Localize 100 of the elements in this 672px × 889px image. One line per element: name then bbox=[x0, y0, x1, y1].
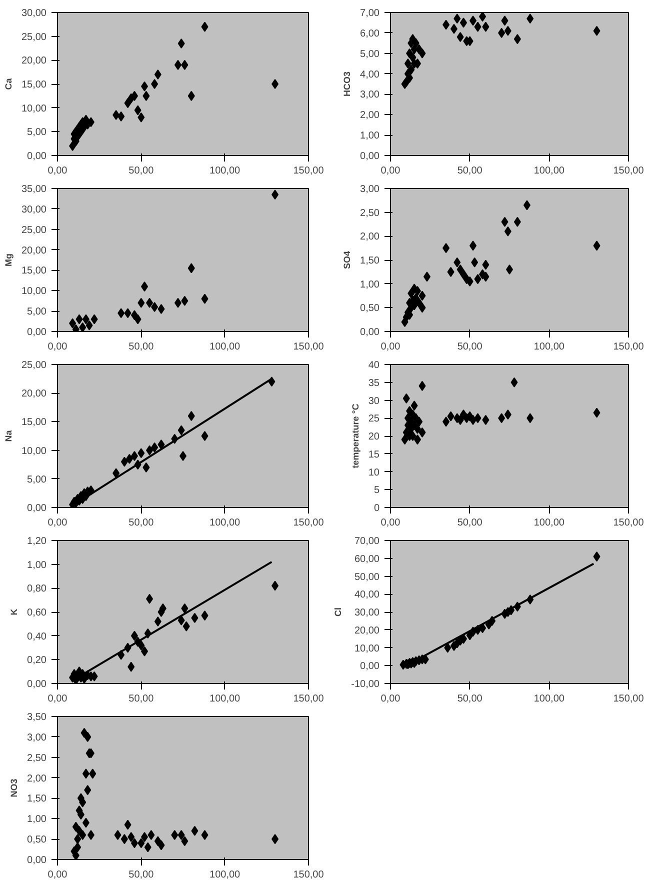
x-tick-label: 50,00 bbox=[457, 342, 483, 352]
y-tick-label: 30,00 bbox=[21, 204, 47, 216]
y-tick-label: 0,00 bbox=[360, 327, 380, 338]
x-tick-label: 50,00 bbox=[128, 518, 154, 528]
y-tick-label: 0,00 bbox=[27, 679, 47, 690]
y-tick-label: 0,00 bbox=[360, 661, 380, 672]
y-tick-label: 40,00 bbox=[354, 590, 380, 601]
x-tick-label: 50,00 bbox=[128, 342, 154, 352]
y-tick-label: 5,00 bbox=[27, 474, 47, 486]
y-tick-label: 1,20 bbox=[27, 536, 47, 547]
y-tick-label: 0,00 bbox=[27, 151, 47, 162]
y-tick-label: 10 bbox=[368, 467, 380, 478]
x-tick-label: 150,00 bbox=[613, 694, 644, 704]
y-tick-label: 20 bbox=[368, 432, 380, 442]
y-axis-title: Na bbox=[3, 429, 14, 442]
x-tick-label: 100,00 bbox=[210, 166, 241, 176]
y-tick-label: 0,50 bbox=[27, 834, 47, 846]
x-tick-label: 50,00 bbox=[457, 518, 483, 528]
y-tick-label: 2,00 bbox=[27, 773, 47, 784]
y-tick-label: 2,50 bbox=[27, 752, 47, 764]
x-tick-label: 50,00 bbox=[457, 694, 483, 704]
y-tick-label: 0,80 bbox=[27, 584, 47, 595]
y-axis-title: Cl bbox=[333, 608, 344, 616]
x-tick-label: 100,00 bbox=[534, 342, 565, 352]
x-tick-label: 100,00 bbox=[534, 518, 565, 528]
y-tick-label: 25,00 bbox=[21, 32, 47, 43]
y-tick-label: 1,00 bbox=[360, 130, 380, 142]
y-axis-title: HCO3 bbox=[342, 71, 352, 96]
y-tick-label: 1,00 bbox=[27, 814, 47, 826]
y-tick-label: 15,00 bbox=[21, 417, 47, 428]
y-tick-label: 20,00 bbox=[21, 56, 47, 67]
y-tick-label: 3,00 bbox=[27, 732, 47, 744]
y-tick-label: 30,00 bbox=[21, 8, 47, 19]
x-tick-label: 100,00 bbox=[534, 694, 565, 704]
y-tick-label: 25,00 bbox=[21, 360, 47, 371]
y-tick-label: 25 bbox=[368, 414, 380, 425]
y-tick-label: 25,00 bbox=[21, 224, 47, 236]
y-tick-label: 3,50 bbox=[27, 712, 47, 723]
y-tick-label: 35 bbox=[368, 378, 380, 389]
x-tick-label: 0,00 bbox=[48, 342, 68, 352]
y-axis-title: Mg bbox=[3, 253, 14, 266]
y-tick-label: 7,00 bbox=[360, 8, 380, 19]
y-tick-label: 1,50 bbox=[360, 256, 380, 266]
y-tick-label: 0,60 bbox=[27, 608, 47, 618]
y-tick-label: 35,00 bbox=[21, 184, 47, 195]
x-tick-label: 50,00 bbox=[128, 870, 154, 880]
y-tick-label: 60,00 bbox=[354, 554, 380, 565]
x-tick-label: 0,00 bbox=[48, 694, 68, 704]
x-tick-label: 0,00 bbox=[380, 166, 401, 176]
x-tick-label: 100,00 bbox=[210, 694, 241, 704]
x-tick-label: 100,00 bbox=[210, 518, 241, 528]
x-tick-label: 150,00 bbox=[613, 518, 644, 528]
x-tick-label: 150,00 bbox=[613, 166, 644, 176]
x-tick-label: 150,00 bbox=[613, 342, 644, 352]
y-tick-label: 50,00 bbox=[354, 572, 380, 583]
x-tick-label: 150,00 bbox=[293, 166, 324, 176]
y-tick-label: 10,00 bbox=[21, 446, 47, 457]
y-tick-label: 1,50 bbox=[27, 794, 47, 805]
y-axis-title: Ca bbox=[3, 77, 14, 90]
y-axis-title: temperature °C bbox=[350, 403, 360, 468]
y-tick-label: 0,40 bbox=[27, 631, 47, 642]
y-tick-label: 15,00 bbox=[21, 80, 47, 90]
x-tick-label: 150,00 bbox=[293, 870, 324, 880]
y-tick-label: 30 bbox=[368, 396, 380, 407]
x-tick-label: 0,00 bbox=[380, 342, 401, 352]
y-tick-label: 0,00 bbox=[27, 503, 47, 514]
y-axis-title: K bbox=[9, 608, 20, 616]
x-tick-label: 0,00 bbox=[380, 694, 401, 704]
x-tick-label: 100,00 bbox=[210, 870, 241, 880]
y-tick-label: 0,00 bbox=[27, 327, 47, 338]
y-tick-label: 3,00 bbox=[360, 90, 380, 101]
y-tick-label: 30,00 bbox=[354, 608, 380, 618]
y-tick-label: 5 bbox=[374, 485, 380, 496]
x-tick-label: 50,00 bbox=[457, 166, 483, 176]
x-tick-label: 50,00 bbox=[128, 694, 154, 704]
y-tick-label: 6,00 bbox=[360, 28, 380, 40]
y-axis-title: NO3 bbox=[9, 778, 20, 798]
x-tick-label: 0,00 bbox=[48, 166, 68, 176]
y-tick-label: 20,00 bbox=[21, 245, 47, 256]
y-tick-label: 2,50 bbox=[360, 208, 380, 219]
y-tick-label: 20,00 bbox=[21, 388, 47, 400]
y-tick-label: 70,00 bbox=[354, 536, 380, 547]
y-axis-title: SO4 bbox=[342, 250, 352, 270]
y-tick-label: 4,00 bbox=[360, 69, 380, 80]
x-tick-label: 150,00 bbox=[293, 342, 324, 352]
y-tick-label: 10,00 bbox=[21, 103, 47, 114]
y-tick-label: 15,00 bbox=[21, 266, 47, 277]
y-tick-label: 5,00 bbox=[27, 306, 47, 318]
x-tick-label: 0,00 bbox=[48, 518, 68, 528]
x-tick-label: 0,00 bbox=[380, 518, 401, 528]
y-tick-label: 10,00 bbox=[21, 286, 47, 298]
y-tick-label: 0,20 bbox=[27, 655, 47, 666]
y-tick-label: 0,00 bbox=[360, 151, 380, 162]
x-tick-label: 150,00 bbox=[293, 694, 324, 704]
y-tick-label: 1,00 bbox=[27, 560, 47, 571]
y-tick-label: 10,00 bbox=[354, 643, 380, 654]
y-tick-label: 3,00 bbox=[360, 184, 380, 195]
x-tick-label: 50,00 bbox=[128, 166, 154, 176]
x-tick-label: 100,00 bbox=[534, 166, 565, 176]
x-tick-label: 150,00 bbox=[293, 518, 324, 528]
